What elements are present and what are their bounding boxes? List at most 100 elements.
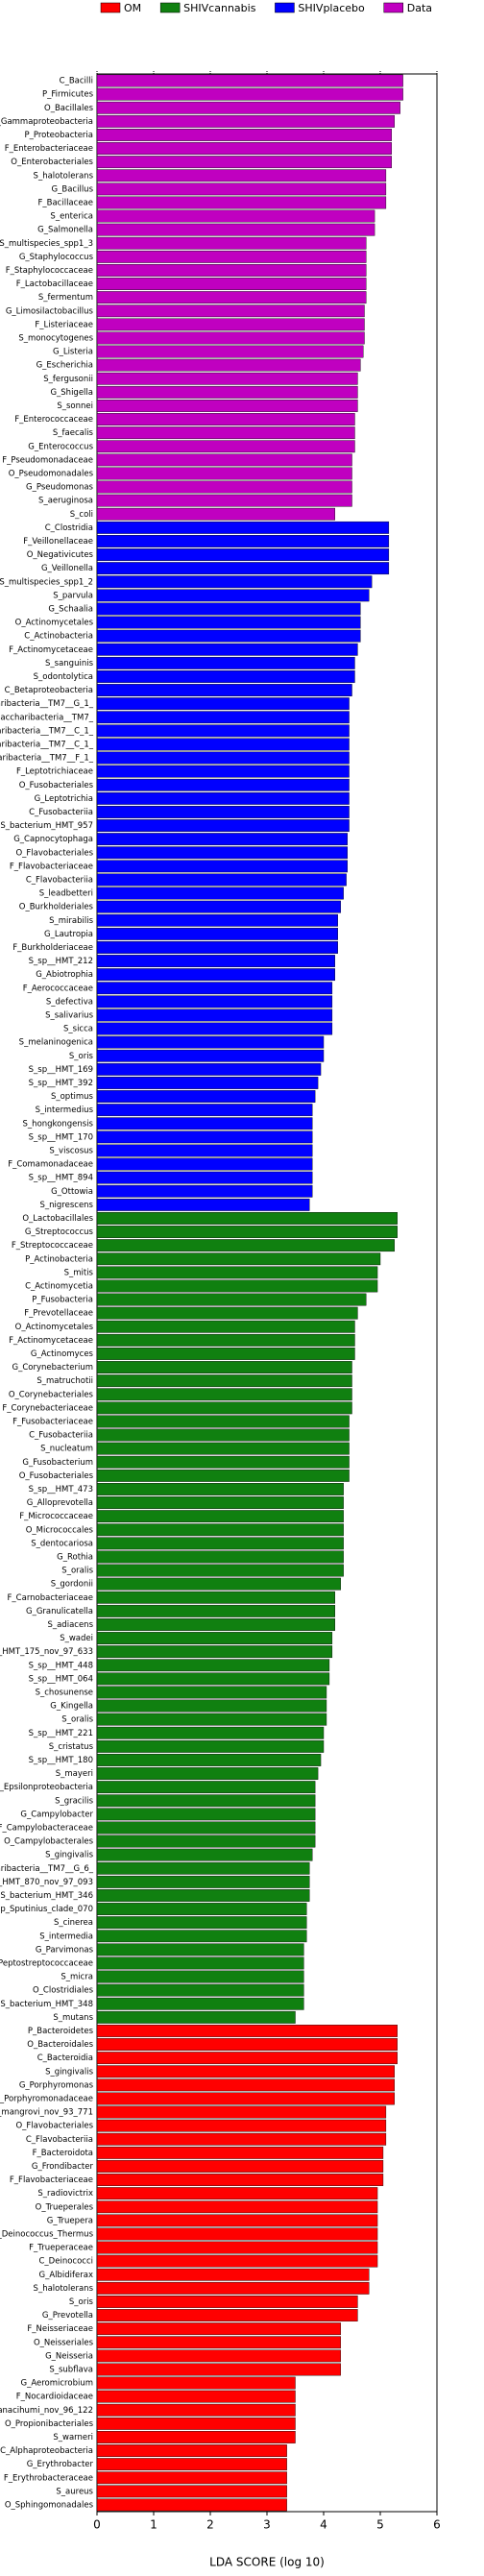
y-tick-label: C_Saccharibacteria__TM7__C_1_ [0,740,94,749]
y-tick-label: S_salivarius [45,1010,93,1020]
bar [96,278,367,290]
bar [96,1632,333,1644]
y-tick-label: F_Flavobacteriaceae [10,862,93,871]
bar [96,345,364,358]
bar [96,480,352,494]
y-tick-label: S_leadbetteri [39,889,93,899]
y-tick-label: S_sonnei [57,401,93,411]
bar [96,1320,355,1333]
y-tick-label: S_bacterium_HMT_348 [0,2000,93,2009]
y-tick-label: G_Pseudomonas [26,483,94,493]
y-tick-label: S_sp__HMT_170 [29,1132,93,1142]
y-tick-label: G_Leptotrichia [35,794,93,804]
bar [96,1022,333,1035]
y-tick-label: P_Proteobacteria [24,131,93,140]
bar [96,494,352,507]
bar [96,1943,304,1956]
bar [96,1659,330,1672]
y-tick-label: G_Alloprevotella [27,1498,93,1508]
bar [96,1198,310,1211]
y-tick-label: S_matruchotii [36,1376,93,1386]
legend-label: SHIVcannabis [183,2,256,14]
bar [96,1415,350,1428]
y-tick-label: F_Bacteroidota [33,2149,93,2158]
y-tick-label: C_Gammaproteobacteria [0,117,93,127]
bar [96,521,390,534]
bar [96,1117,313,1130]
y-tick-label: P_Firmicutes [42,90,94,100]
y-tick-label: O_Enterobacteriales [11,158,93,167]
y-tick-label: S_nucleatum [40,1445,93,1454]
y-tick-label: G_Rothia [57,1552,93,1562]
bar [96,1049,325,1062]
bar [96,1889,310,1902]
bar [96,1226,398,1238]
y-tick-label: S_sp__HMT_064 [29,1674,93,1684]
y-tick-label: S_cinerea [54,1918,93,1928]
bar [96,2349,341,2363]
y-tick-label: F_Neisseriaceae [27,2324,93,2334]
y-tick-label: G_Aeromicrobium [21,2379,94,2389]
y-tick-label: O_Lactobacillales [22,1214,93,1224]
y-tick-label: O_Flavobacteriales [15,2122,93,2131]
y-tick-label: F_Actinomycetaceae [9,645,93,655]
y-tick-label: G_Lautropia [44,930,93,939]
y-tick-label: S_sicca [63,1025,93,1034]
y-tick-label: F_Burkholderiaceae [12,943,93,953]
y-tick-label: C_Flavobacteriia [26,2135,93,2145]
bar [96,101,400,114]
y-tick-label: S_mirabilis [49,916,93,926]
y-tick-label: C_Clostridia [45,523,93,533]
bar [96,196,387,209]
y-tick-label: F_Leptotrichiaceae [16,767,93,777]
y-tick-label: O_Neisseriales [34,2338,94,2347]
y-tick-label: S_sp__HMT_169 [29,1065,93,1075]
y-tick-label: F_Enterobacteriaceae [5,144,93,154]
y-tick-label: S_oralis [61,1567,93,1576]
bar [96,751,350,765]
y-tick-label: S_parvula [53,591,93,600]
bar [96,575,373,589]
x-tick-label: 4 [320,2518,327,2532]
bar [96,1361,352,1373]
bar [96,968,336,982]
y-tick-label: O_Micrococcales [26,1525,94,1535]
bar [96,1537,344,1550]
y-tick-label: G_Ottowia [51,1187,93,1197]
bar [96,156,392,169]
y-tick-label: S_gordonii [51,1580,93,1590]
bar [96,250,367,263]
y-tick-label: S_intermedia [39,1932,93,1941]
y-tick-label: G_Staphylococcus [19,253,94,262]
x-tick-label: 3 [263,2518,271,2532]
y-tick-label: S_mangrovi_nov_93_771 [0,2108,93,2118]
y-tick-label: S_defectiva [46,997,93,1007]
bar [96,1104,313,1117]
y-tick-label: P_Saccharibacteria__TM7__F_1_ [0,754,94,764]
bar [96,1239,395,1252]
bar [96,318,365,331]
bar [96,724,350,738]
bar [96,791,350,805]
y-tick-label: P_Actinobacteria [25,1254,93,1264]
bar [96,1510,344,1523]
y-tick-label: S_halotolerans [34,171,94,181]
bar [96,2471,287,2485]
bar [96,223,375,236]
y-tick-label: S_halotolerans [34,2284,94,2294]
bar [96,1997,304,2010]
bar [96,1686,327,1699]
y-tick-label: F_Flavobacteriaceae [10,2175,93,2185]
bar [96,2146,384,2159]
y-tick-label: G_Frondibacter [32,2162,94,2172]
bar [96,87,403,101]
bar [96,304,365,318]
bar [96,440,355,453]
y-tick-label: S_panacihumi_nov_96_122 [0,2406,93,2416]
y-tick-label: O_Burkholderiales [19,903,94,912]
bar [96,1388,352,1401]
y-tick-label: Saccharibacteria__TM7__G_6_ [0,1864,94,1874]
bar [96,1550,344,1564]
bar [96,1090,316,1103]
y-tick-label: F_Saccharibacteria__TM7_ [0,713,94,722]
